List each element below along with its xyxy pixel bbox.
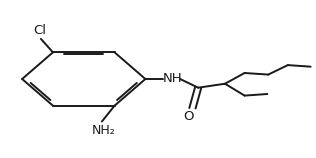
Text: Cl: Cl [33,24,46,37]
Text: O: O [183,110,194,123]
Text: NH: NH [162,72,182,85]
Text: NH₂: NH₂ [92,124,115,137]
